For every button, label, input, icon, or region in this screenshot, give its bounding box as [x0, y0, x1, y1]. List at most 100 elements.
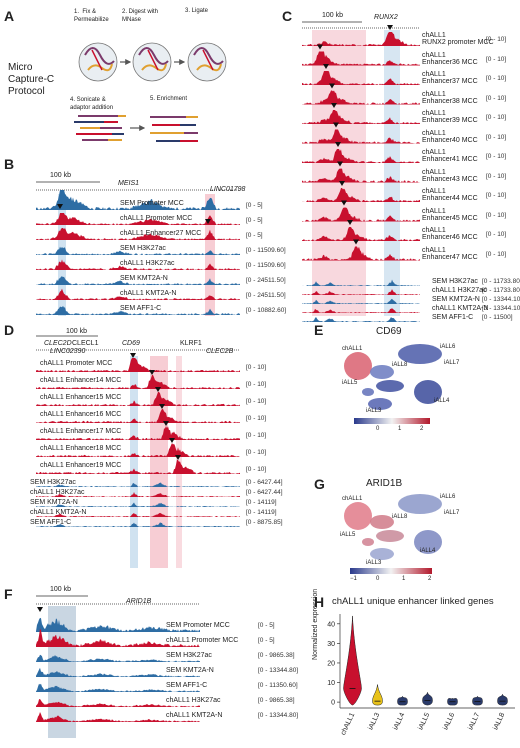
step-1-label: 1. Fix & Permeabilize	[74, 9, 109, 23]
c-track-11	[302, 246, 420, 261]
c-chip-track-1	[302, 289, 420, 295]
c-viewpoint-marker-11	[353, 239, 359, 245]
y-tick-label-0: 0	[331, 700, 335, 707]
d-track-label-5: chALL1 Enhancer18 MCC	[40, 445, 122, 452]
c-track-label-0: chALL1 RUNX2 promoter MCC	[422, 32, 494, 46]
b-track-range-3: [0 - 11509.60]	[246, 247, 286, 254]
d-track-5	[36, 443, 240, 457]
f-track-label-4: SEM AFF1-C	[166, 682, 208, 689]
umap-g-clusters	[344, 494, 442, 560]
d-track-label-3: chALL1 Enhancer16 MCC	[40, 411, 122, 418]
f-track-0	[36, 617, 200, 632]
scale-label-d: 100 kb	[66, 328, 88, 335]
c-track-label-6: chALL1 Enhancer41 MCC	[422, 149, 478, 163]
c-track-range-0: [0 - 10]	[486, 36, 507, 43]
d-viewpoint-marker-3	[159, 404, 165, 409]
panel-letter-c: C	[282, 8, 293, 24]
d-track-range-3: [0 - 10]	[246, 415, 267, 422]
b-track-label-2: chALL1 Enhancer27 MCC	[120, 230, 202, 237]
f-track-1	[36, 628, 200, 647]
d-viewpoint-marker-1	[149, 370, 155, 375]
umap-g-label-iall6: iALL6	[440, 494, 456, 500]
c-viewpoint-marker-9	[341, 200, 347, 206]
c-track-5	[302, 129, 420, 144]
c-chip-label-0: SEM H3K27ac	[432, 278, 478, 285]
y-tick-label-2: 20	[327, 660, 335, 667]
panel-letter-d: D	[4, 322, 15, 338]
c-viewpoint-marker-2	[323, 64, 329, 69]
c-track-range-7: [0 - 10]	[486, 172, 507, 180]
cell-2	[132, 42, 172, 82]
umap-e-label-iall4: iALL4	[434, 398, 450, 404]
f-track-3	[36, 667, 200, 677]
d-track-0	[36, 358, 240, 372]
gene-linc02390: LINC02390	[50, 348, 86, 355]
umap-e-clusters	[344, 344, 442, 410]
c-track-1	[302, 51, 420, 66]
x-tick-label-iALL6: iALL6	[442, 712, 456, 731]
d-track-6	[36, 460, 240, 474]
c-chip-track-4	[302, 317, 420, 322]
umap-g-tick-0: 0	[376, 576, 380, 582]
c-track-7	[302, 168, 420, 183]
f-track-6	[36, 712, 200, 722]
c-viewpoint-marker-10	[347, 220, 353, 225]
c-viewpoint-marker-0	[387, 25, 393, 30]
b-track-4	[36, 259, 240, 270]
c-viewpoint-marker-8	[339, 181, 345, 186]
violin-chALL1	[343, 615, 362, 706]
f-track-5	[36, 699, 200, 707]
d-track-2	[36, 392, 240, 406]
panel-letter-b: B	[4, 156, 15, 172]
b-viewpoint-marker-2	[205, 219, 211, 224]
umap-e-label-challl1: chALL1	[342, 346, 363, 352]
b-track-range-5: [0 - 24511.50]	[246, 277, 286, 284]
d-track-label-9: SEM KMT2A-N	[30, 499, 78, 506]
b-track-label-7: SEM AFF1-C	[120, 305, 162, 312]
b-track-5	[36, 276, 240, 285]
umap-e-label-iall5: iALL5	[342, 380, 358, 386]
b-track-range-0: [0 - 5]	[246, 202, 263, 209]
d-track-label-6: chALL1 Enhancer19 MCC	[40, 462, 122, 469]
cell-1	[78, 42, 118, 82]
b-track-range-1: [0 - 5]	[246, 217, 263, 224]
d-track-4	[36, 426, 240, 440]
violin-iALL3	[372, 684, 383, 706]
f-track-4	[36, 683, 200, 692]
c-track-label-10: chALL1 Enhancer46 MCC	[422, 227, 478, 241]
d-track-range-6: [0 - 10]	[246, 466, 267, 473]
panel-letter-a: A	[4, 8, 15, 24]
c-track-3	[302, 90, 420, 105]
gene-clecl1: CLECL1	[72, 340, 99, 347]
f-track-label-5: chALL1 H3K27ac	[166, 697, 221, 704]
c-track-range-11: [0 - 10]	[486, 250, 507, 258]
f-track-2	[36, 654, 200, 662]
b-track-0	[36, 190, 240, 210]
d-track-8	[36, 492, 240, 497]
b-track-1	[36, 213, 240, 225]
d-track-7	[36, 482, 240, 487]
umap-e-label-iall6: iALL6	[440, 344, 456, 350]
step-5-label: 5. Enrichment	[150, 96, 188, 102]
c-chip-label-4: SEM AFF1-C	[432, 314, 474, 321]
b-track-range-7: [0 - 10882.60]	[246, 307, 287, 314]
b-track-6	[36, 288, 240, 300]
x-tick-label-chALL1: chALL1	[340, 712, 356, 737]
d-track-label-11: SEM AFF1-C	[30, 519, 72, 526]
x-tick-label-iALL4: iALL4	[392, 712, 406, 731]
b-track-3	[36, 246, 240, 255]
f-track-range-0: [0 - 5]	[258, 622, 275, 629]
d-track-range-10: [0 - 14119]	[246, 509, 277, 516]
c-viewpoint-marker-1	[317, 44, 323, 50]
d-track-range-4: [0 - 10]	[246, 432, 267, 439]
x-tick-label-iALL5: iALL5	[417, 712, 431, 731]
c-chip-range-2: [0 - 13344.10]	[482, 296, 520, 303]
b-track-2	[36, 228, 240, 240]
y-tick-label-3: 30	[327, 641, 335, 648]
c-track-4	[302, 110, 420, 124]
